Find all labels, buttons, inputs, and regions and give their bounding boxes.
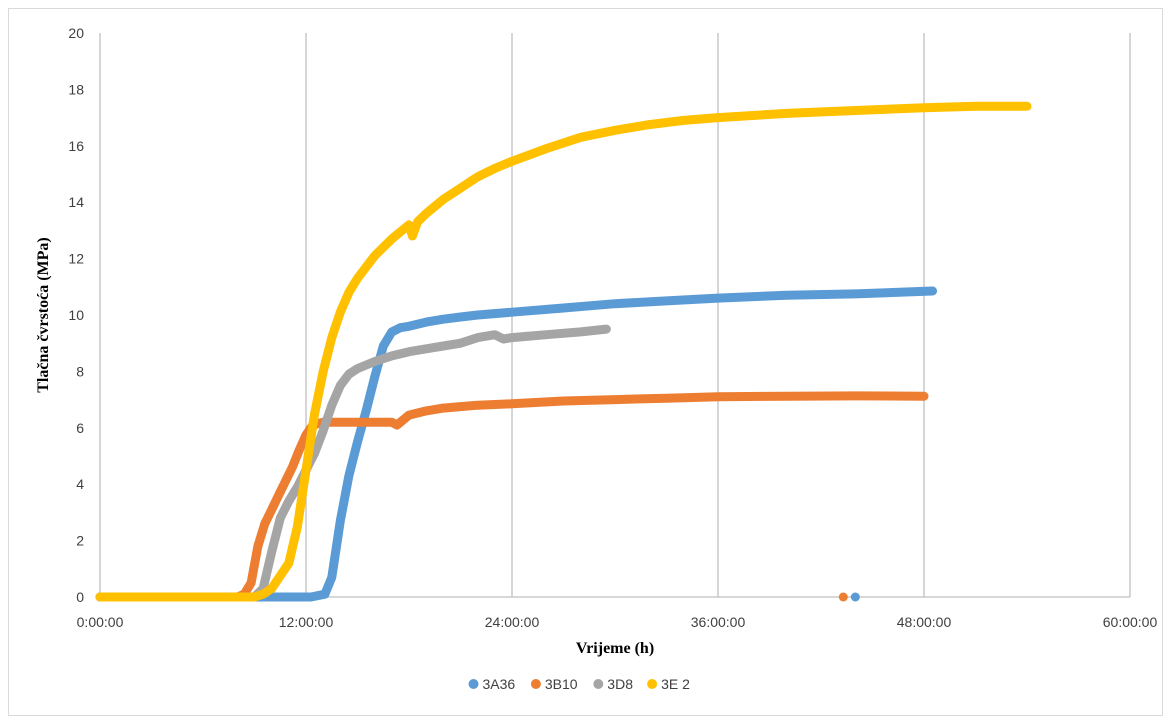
y-tick-label: 12 (68, 251, 84, 267)
series-line-3a36 (95, 286, 938, 602)
chart-svg: 0:00:00 12:00:00 24:00:00 36:00:00 48:00:00 6… (35, 25, 1157, 692)
tick-layer: 0:00:00 12:00:00 24:00:00 36:00:00 48:00:00 6… (68, 25, 1157, 630)
legend-marker (647, 679, 658, 689)
x-tick-label: 0:00:00 (77, 614, 124, 630)
legend-label: 3E 2 (661, 676, 690, 692)
y-tick-label: 18 (68, 81, 84, 97)
series-line-3e2 (95, 101, 1032, 602)
x-axis-title: Vrijeme (h) (576, 640, 654, 657)
series-line-3d8 (95, 324, 611, 602)
outlier-point (838, 592, 848, 602)
x-tick-label: 60:00:00 (1103, 614, 1158, 630)
legend-label: 3B10 (545, 676, 578, 692)
legend-marker (530, 679, 541, 689)
y-tick-label: 0 (76, 589, 84, 605)
chart-area: 0:00:00 12:00:00 24:00:00 36:00:00 48:00:00 6… (8, 8, 1163, 716)
legend-marker (468, 679, 479, 689)
legend-marker (593, 679, 604, 689)
x-tick-label: 48:00:00 (897, 614, 952, 630)
y-tick-label: 10 (68, 307, 84, 323)
series-line-3b10 (95, 391, 929, 602)
y-axis-title: Tlačna čvrstoća (MPa) (35, 237, 52, 393)
y-tick-label: 16 (68, 138, 84, 154)
legend: 3A36 3B10 3D8 3E 2 (468, 676, 690, 692)
y-tick-label: 20 (68, 25, 84, 41)
y-tick-label: 8 (76, 363, 84, 379)
y-tick-label: 4 (76, 476, 84, 492)
y-tick-label: 14 (68, 194, 84, 210)
y-tick-label: 2 (76, 533, 84, 549)
x-tick-label: 12:00:00 (279, 614, 334, 630)
series-layer (95, 101, 1032, 602)
legend-label: 3A36 (483, 676, 516, 692)
outlier-point (850, 592, 860, 602)
grid-layer (99, 33, 1131, 598)
y-tick-label: 6 (76, 420, 84, 436)
x-tick-label: 36:00:00 (691, 614, 746, 630)
legend-label: 3D8 (607, 676, 633, 692)
x-tick-label: 24:00:00 (485, 614, 540, 630)
